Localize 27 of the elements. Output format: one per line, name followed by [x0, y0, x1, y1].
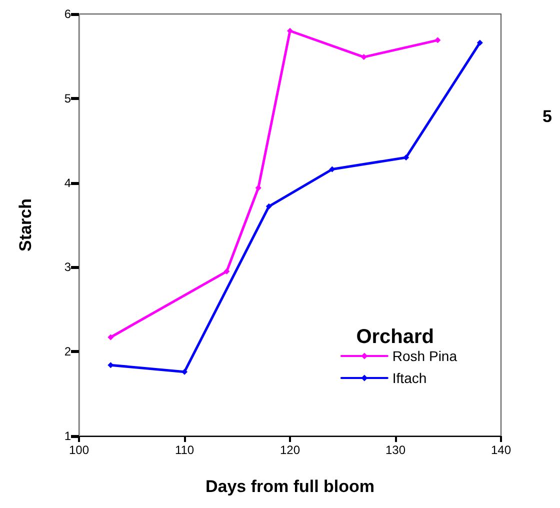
legend-label: Iftach — [392, 370, 427, 386]
y-axis-title: Starch — [16, 198, 35, 252]
y-tick-label: 4 — [64, 176, 72, 190]
y-tick-label: 1 — [64, 429, 72, 443]
point — [434, 37, 441, 44]
x-tick-label: 100 — [68, 443, 90, 457]
legend-title: Orchard — [356, 326, 434, 348]
point — [182, 368, 188, 375]
x-tick-label: 110 — [174, 443, 194, 457]
legend-label: Rosh Pina — [392, 348, 458, 364]
y-tick-label: 5 — [64, 91, 72, 106]
x-tick-label: 130 — [385, 443, 406, 457]
y-tick-label: 6 — [64, 7, 72, 21]
y-tick-label: 2 — [64, 344, 72, 359]
point — [287, 28, 293, 34]
point — [224, 268, 230, 274]
point — [476, 40, 483, 46]
point — [255, 184, 262, 191]
x-tick-label: 120 — [280, 443, 300, 457]
x-tick-label: 140 — [490, 443, 512, 457]
point — [403, 154, 410, 160]
point — [266, 203, 272, 210]
y-tick-label: 3 — [64, 260, 72, 274]
point — [108, 334, 114, 340]
point — [360, 54, 367, 60]
text: 5 — [542, 107, 552, 126]
x-axis-title: Days from full bloom — [205, 477, 375, 496]
